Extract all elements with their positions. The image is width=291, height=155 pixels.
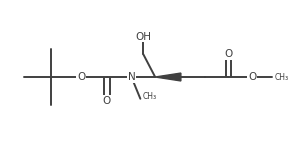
Text: O: O (224, 49, 233, 59)
Polygon shape (155, 73, 181, 81)
Text: CH₃: CH₃ (275, 73, 289, 82)
Text: OH: OH (135, 31, 151, 42)
Text: CH₃: CH₃ (142, 92, 157, 101)
Text: O: O (248, 72, 256, 82)
Text: N: N (127, 72, 135, 82)
Text: O: O (77, 72, 85, 82)
Text: O: O (103, 96, 111, 106)
